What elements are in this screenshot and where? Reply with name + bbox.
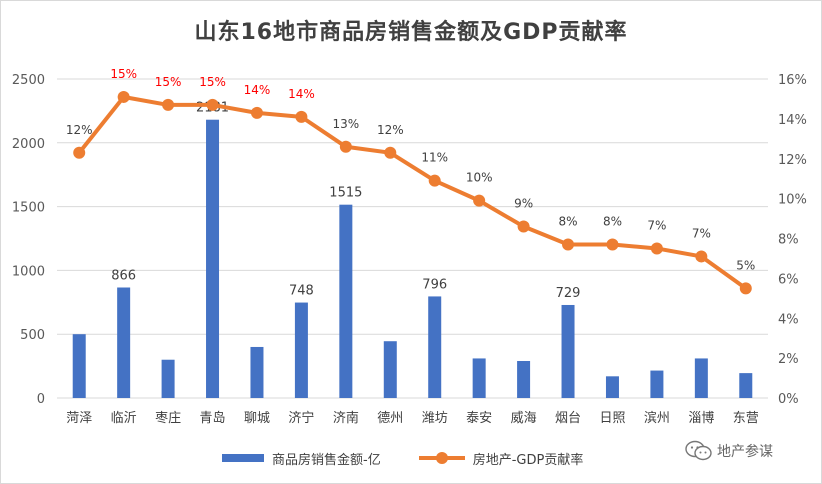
legend-label-sales: 商品房销售金额-亿 [272,452,381,468]
x-tick-label: 威海 [511,411,537,426]
y-left-tick-label: 2500 [12,73,45,88]
x-tick-label: 青岛 [200,410,226,426]
x-tick-label: 济南 [333,410,359,426]
bar [250,346,264,398]
x-tick-label: 临沂 [111,411,137,426]
x-tick-label: 日照 [599,411,625,426]
line-point [295,110,308,123]
x-tick-label: 菏泽 [66,411,92,426]
y-right-tick-label: 12% [778,153,807,168]
bar-data-label: 1515 [329,186,362,201]
line-point [650,242,663,255]
bar-data-label: 866 [111,268,136,283]
line-data-label: 10% [466,171,493,185]
line-data-label: 12% [66,123,93,137]
bar [383,341,397,398]
line-point [162,98,175,111]
legend-item-sales: 商品房销售金额-亿 [222,449,381,468]
line-data-label: 12% [377,123,404,137]
line-data-label: 14% [288,87,315,101]
line-data-label: 15% [199,75,226,89]
line-data-label: 8% [559,214,578,228]
x-tick-label: 淄博 [688,411,714,426]
line-point [206,98,219,111]
gdp-series-line [77,94,748,291]
legend-label-gdp: 房地产-GDP贡献率 [472,452,584,468]
line-data-label: 7% [647,218,666,232]
bar-data-label: 748 [289,284,314,299]
bar [561,304,575,398]
bar-data-label: 796 [422,277,447,292]
x-tick-label: 枣庄 [155,410,181,426]
watermark: 地产参谋 [685,440,773,462]
line-data-label: 15% [110,67,137,81]
y-right-tick-label: 8% [778,233,799,248]
line-data-label: 11% [421,151,448,165]
bar-data-label: 729 [556,286,581,301]
legend: 商品房销售金额-亿 房地产-GDP贡献率 [222,448,621,468]
bar [605,376,619,398]
chart-title: 山东16地市商品房销售金额及GDP贡献率 [194,20,628,45]
y-left-tick-label: 1500 [12,201,45,216]
y-right-tick-label: 4% [778,312,799,327]
bar [72,334,86,398]
line-data-label: 14% [244,83,271,97]
line-point [739,282,752,295]
bar [339,204,353,398]
line-point [384,146,397,159]
bar [161,359,175,398]
watermark-text: 地产参谋 [717,444,773,460]
x-tick-label: 东营 [733,411,759,426]
bar [428,296,442,398]
bar [650,370,664,398]
y-left-tick-label: 500 [20,328,45,343]
bar [472,358,486,398]
line-point [695,250,708,263]
y-right-tick-label: 2% [778,352,799,367]
bar [517,360,531,398]
bar [294,302,308,398]
line-point [339,140,352,153]
y-left-tick-label: 1000 [12,264,45,279]
x-tick-label: 聊城 [244,411,270,426]
line-point [517,220,530,233]
wechat-icon [685,440,712,461]
y-right-tick-label: 14% [778,113,807,128]
line-point [473,194,486,207]
line-point [606,238,619,251]
x-tick-label: 潍坊 [422,411,448,426]
bar [694,358,708,398]
x-tick-label: 泰安 [466,411,492,426]
line-point [117,90,130,103]
y-left-tick-label: 2000 [12,137,45,152]
y-right-tick-label: 16% [778,73,807,88]
x-tick-label: 德州 [377,411,403,426]
line-data-label: 8% [603,214,622,228]
line-data-label: 9% [514,197,533,211]
line-point [562,238,575,251]
y-left-tick-label: 0 [37,392,45,407]
line-data-label: 13% [333,117,360,131]
legend-swatch-bar [222,454,264,462]
y-right-tick-label: 0% [778,392,799,407]
x-tick-label: 滨州 [644,410,670,426]
bar [739,373,753,398]
line-data-label: 15% [155,75,182,89]
line-point [250,106,263,119]
line-data-label: 5% [736,258,755,272]
x-tick-label: 烟台 [555,411,581,426]
line-data-label: 7% [692,226,711,240]
x-tick-label: 济宁 [288,410,314,426]
y-right-tick-label: 6% [778,272,799,287]
y-right-tick-label: 10% [778,193,807,208]
legend-item-gdp: 房地产-GDP贡献率 [418,449,584,468]
bar [206,119,220,398]
bar [117,287,131,398]
legend-swatch-line [418,452,465,464]
line-point [428,174,441,187]
line-point [73,146,86,159]
